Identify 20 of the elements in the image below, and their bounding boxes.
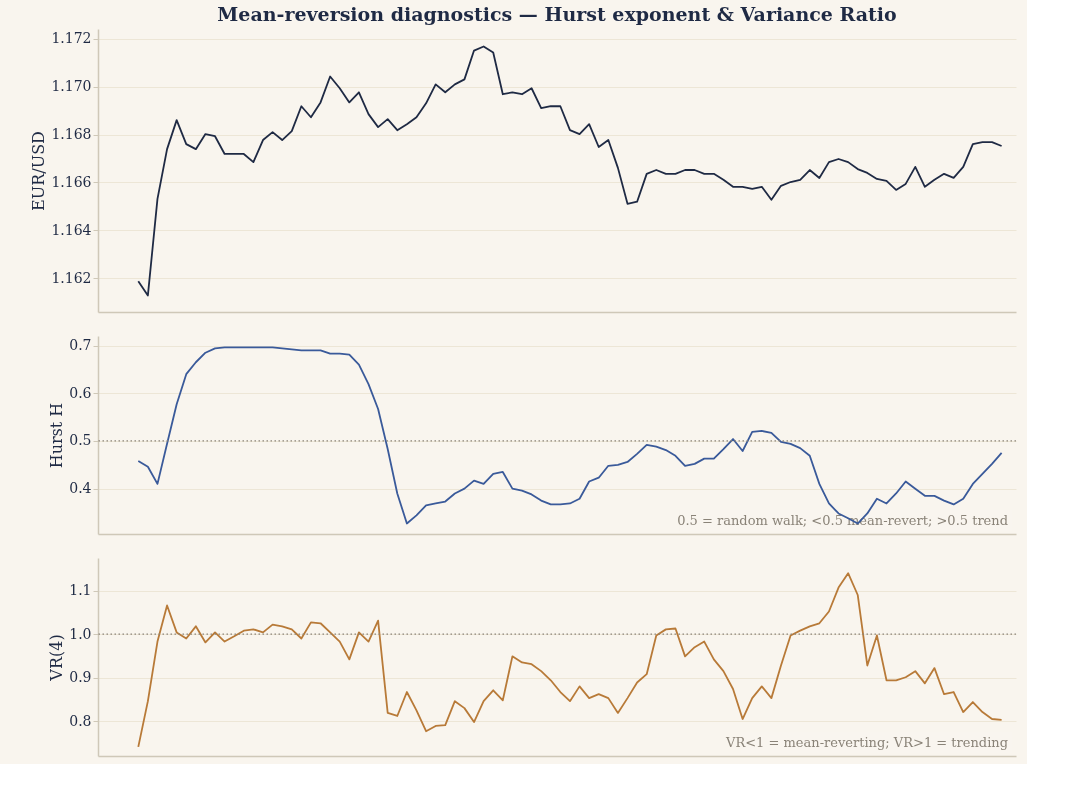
- y-tick-label: 0.8: [69, 712, 92, 729]
- y-tick-label: 1.170: [51, 78, 92, 95]
- y-tick-label: 0.4: [69, 480, 92, 497]
- y-tick-label: 1.1: [69, 582, 92, 599]
- chart-title: Mean-reversion diagnostics — Hurst exponent & Variance Ratio: [217, 3, 897, 25]
- y-axis-title: Hurst H: [47, 402, 67, 469]
- y-tick-label: 1.166: [51, 173, 92, 190]
- y-tick-label: 0.9: [69, 669, 92, 686]
- y-axis-title: EUR/USD: [29, 131, 49, 211]
- y-axis-title: VR(4): [47, 634, 67, 682]
- y-tick-label: 1.172: [51, 30, 92, 47]
- y-tick-label: 0.7: [69, 337, 92, 354]
- line-series: [137, 45, 1003, 297]
- y-tick-label: 1.168: [51, 126, 92, 143]
- y-tick-label: 1.162: [51, 269, 92, 286]
- y-tick-label: 1.164: [51, 221, 92, 238]
- annotation: VR<1 = mean-reverting; VR>1 = trending: [725, 735, 1008, 750]
- y-tick-label: 0.6: [69, 384, 92, 401]
- y-tick-label: 0.5: [69, 432, 92, 449]
- y-tick-label: 1.0: [69, 625, 92, 642]
